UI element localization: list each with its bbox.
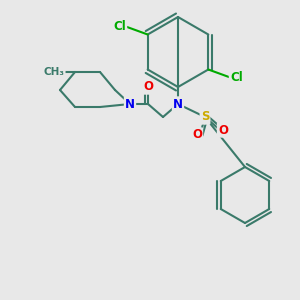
Text: S: S [201, 110, 209, 124]
Text: N: N [125, 98, 135, 110]
Text: Cl: Cl [230, 71, 243, 84]
Text: Cl: Cl [113, 20, 126, 33]
Text: N: N [173, 98, 183, 110]
Text: O: O [143, 80, 153, 94]
Text: O: O [192, 128, 202, 142]
Text: O: O [218, 124, 228, 136]
Text: CH₃: CH₃ [44, 67, 64, 77]
